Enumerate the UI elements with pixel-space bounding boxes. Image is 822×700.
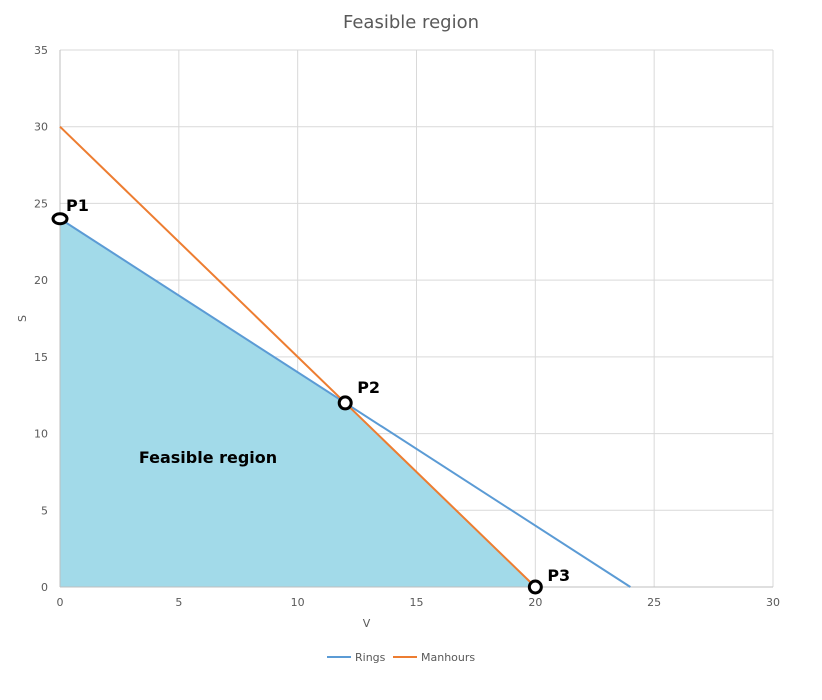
point-marker-p2 bbox=[337, 395, 353, 411]
series-line-manhours bbox=[59, 125, 537, 588]
y-tick-label: 10 bbox=[34, 428, 48, 441]
y-tick-label: 20 bbox=[34, 274, 48, 287]
x-tick-label: 25 bbox=[647, 596, 661, 609]
point-marker-p3 bbox=[527, 579, 543, 595]
x-tick-label: 30 bbox=[766, 596, 780, 609]
y-tick-label: 30 bbox=[34, 121, 48, 134]
point-marker-p1 bbox=[51, 212, 69, 226]
point-label-p3: P3 bbox=[547, 566, 570, 585]
y-tick-label: 25 bbox=[34, 197, 48, 210]
x-tick-label: 0 bbox=[57, 596, 64, 609]
feasible-region-label: Feasible region bbox=[139, 448, 277, 467]
x-tick-label: 10 bbox=[291, 596, 305, 609]
chart-title: Feasible region bbox=[342, 12, 479, 33]
point-label-p2: P2 bbox=[357, 378, 380, 397]
x-tick-label: 5 bbox=[175, 596, 182, 609]
y-tick-label: 5 bbox=[41, 504, 48, 517]
x-axis-label: V bbox=[363, 617, 371, 630]
x-tick-label: 20 bbox=[528, 596, 542, 609]
legend-label-rings: Rings bbox=[355, 651, 386, 664]
point-label-p1: P1 bbox=[66, 196, 89, 215]
y-tick-label: 15 bbox=[34, 351, 48, 364]
x-tick-label: 15 bbox=[410, 596, 424, 609]
feasible-region-area bbox=[60, 218, 536, 587]
y-tick-label: 35 bbox=[34, 44, 48, 57]
legend-label-manhours: Manhours bbox=[421, 651, 475, 664]
y-tick-label: 0 bbox=[41, 581, 48, 594]
y-axis-label: S bbox=[16, 315, 29, 322]
